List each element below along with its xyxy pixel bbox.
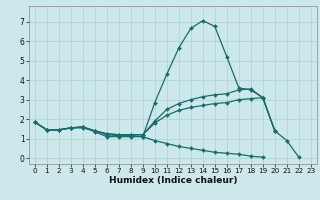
X-axis label: Humidex (Indice chaleur): Humidex (Indice chaleur) <box>108 176 237 185</box>
